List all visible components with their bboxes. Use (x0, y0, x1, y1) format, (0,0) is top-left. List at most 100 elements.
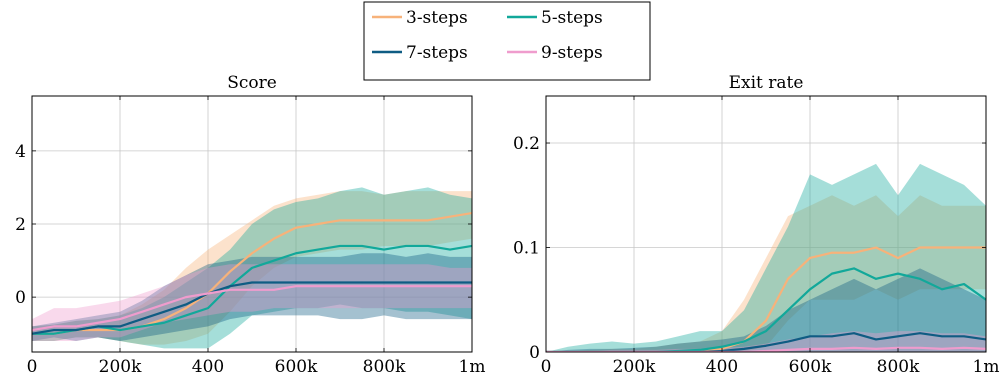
exit-rate-xtick-label: 400 (706, 357, 738, 377)
exit-rate-point-5-steps (963, 283, 965, 285)
exit-rate-point-9-steps (941, 348, 943, 350)
score-point-7-steps (339, 281, 341, 284)
exit-rate-point-7-steps (853, 332, 855, 334)
score-point-3-steps (97, 329, 99, 331)
exit-rate-band-3-steps (546, 195, 986, 352)
score-point-7-steps (405, 281, 407, 284)
legend-label-3-steps: 3-steps (406, 8, 468, 28)
score-point-7-steps (295, 281, 297, 284)
score-point-3-steps (361, 219, 363, 222)
exit-rate-point-5-steps (919, 278, 921, 280)
exit-rate-xtick-label: 800k (877, 357, 920, 377)
exit-rate-point-3-steps (831, 251, 833, 254)
exit-rate-ytick-label: 0.2 (513, 134, 540, 154)
score-point-3-steps (273, 237, 275, 240)
exit-rate-point-9-steps (919, 347, 921, 349)
exit-rate-point-7-steps (875, 338, 877, 341)
exit-rate-point-7-steps (831, 335, 833, 338)
exit-rate-point-7-steps (919, 332, 921, 334)
exit-rate-title: Exit rate (729, 73, 804, 93)
exit-rate-point-9-steps (831, 348, 833, 350)
score-point-9-steps (163, 303, 165, 306)
exit-rate-plot-area (546, 163, 986, 352)
score-point-5-steps (449, 248, 451, 251)
score-point-5-steps (361, 245, 363, 247)
exit-rate-point-3-steps (963, 246, 965, 249)
score-point-9-steps (185, 296, 187, 298)
exit-rate-point-5-steps (787, 309, 789, 312)
score-point-5-steps (119, 329, 121, 331)
score-point-5-steps (427, 245, 429, 247)
legend-label-9-steps: 9-steps (541, 43, 603, 63)
exit-rate-point-7-steps (941, 335, 943, 338)
exit-rate-point-5-steps (699, 349, 701, 351)
exit-rate-point-5-steps (875, 278, 877, 280)
score-point-9-steps (317, 285, 319, 287)
exit-rate-xtick-label: 0 (541, 357, 552, 377)
score-xtick-label: 600k (275, 357, 318, 377)
exit-rate-point-3-steps (919, 246, 921, 249)
score-point-7-steps (251, 281, 253, 284)
exit-rate-xtick-label: 1m (973, 357, 1000, 377)
exit-rate-point-3-steps (941, 246, 943, 249)
score-point-9-steps (207, 292, 209, 295)
score-point-7-steps (141, 318, 143, 320)
score-point-9-steps (53, 325, 55, 328)
score-point-3-steps (295, 226, 297, 229)
score-point-3-steps (427, 219, 429, 222)
exit-rate-ytick-label: 0.1 (513, 239, 540, 259)
exit-rate-band-7-steps (546, 268, 986, 352)
score-point-7-steps (229, 285, 231, 287)
exit-rate-band-5-steps (546, 163, 986, 352)
exit-rate-point-3-steps (765, 319, 767, 322)
score-point-3-steps (405, 219, 407, 222)
score-point-9-steps (405, 285, 407, 287)
score-point-7-steps (361, 281, 363, 284)
score-ytick-label: 4 (15, 142, 26, 162)
score-point-9-steps (141, 310, 143, 313)
score-point-9-steps (339, 285, 341, 287)
score-xtick-label: 1m (459, 357, 486, 377)
score-point-5-steps (383, 248, 385, 251)
score-point-7-steps (75, 329, 77, 331)
score-point-9-steps (75, 325, 77, 328)
exit-rate-point-9-steps (787, 349, 789, 351)
score-point-3-steps (449, 215, 451, 218)
legend: 3-steps 5-steps 7-steps 9-steps (363, 1, 651, 81)
exit-rate-point-9-steps (963, 347, 965, 349)
exit-rate-point-7-steps (787, 340, 789, 343)
score-point-5-steps (251, 267, 253, 269)
score-point-3-steps (383, 219, 385, 222)
score-point-7-steps (273, 281, 275, 284)
exit-rate-xtick-label: 200k (613, 357, 656, 377)
score-point-7-steps (97, 325, 99, 328)
score-point-9-steps (449, 285, 451, 287)
legend-label-5-steps: 5-steps (541, 8, 603, 28)
exit-rate-point-5-steps (743, 340, 745, 343)
score-point-5-steps (339, 245, 341, 247)
exit-rate-point-9-steps (875, 348, 877, 350)
exit-rate-point-9-steps (853, 347, 855, 349)
score-point-5-steps (185, 314, 187, 317)
legend-box (363, 1, 651, 81)
exit-rate-point-5-steps (941, 288, 943, 291)
score-point-9-steps (383, 285, 385, 287)
score-point-5-steps (405, 245, 407, 247)
exit-rate-point-5-steps (831, 272, 833, 275)
exit-rate-point-7-steps (765, 344, 767, 347)
exit-rate-point-3-steps (875, 246, 877, 249)
score-point-3-steps (185, 307, 187, 309)
exit-rate-point-7-steps (743, 348, 745, 350)
exit-rate-point-3-steps (897, 257, 899, 259)
score-xtick-label: 800k (363, 357, 406, 377)
legend-label-7-steps: 7-steps (406, 43, 468, 63)
score-point-7-steps (449, 281, 451, 284)
exit-rate-point-9-steps (765, 350, 767, 352)
score-point-3-steps (317, 223, 319, 225)
exit-rate-point-7-steps (963, 335, 965, 338)
score-point-9-steps (97, 321, 99, 324)
exit-rate-point-5-steps (721, 345, 723, 348)
score-point-9-steps (273, 289, 275, 291)
score-point-3-steps (251, 252, 253, 255)
